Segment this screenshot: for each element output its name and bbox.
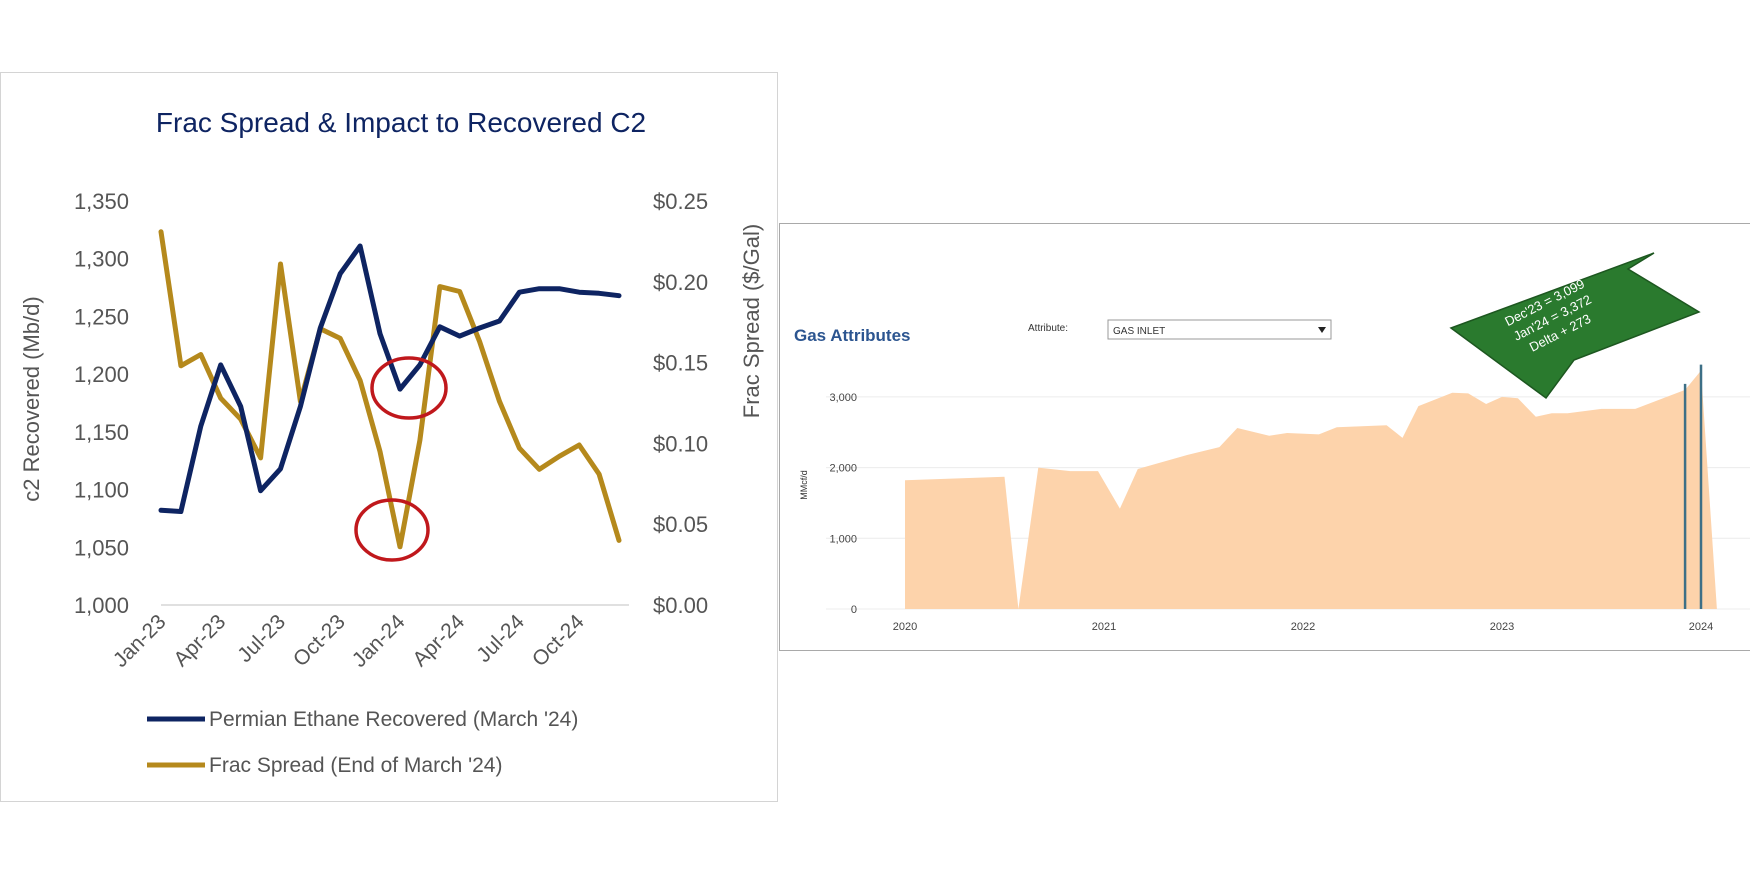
x-tick-label: 2020 xyxy=(893,621,917,633)
y-left-axis-label: c2 Recovered (Mb/d) xyxy=(19,296,44,501)
gas-attributes-chart: Gas Attributes Attribute: GAS INLET MMcf… xyxy=(794,252,1750,633)
x-tick-label: 2022 xyxy=(1291,621,1315,633)
y-left-tick-label: 1,200 xyxy=(74,362,129,387)
gas-attributes-title: Gas Attributes xyxy=(794,326,911,345)
x-tick-label: Jan-24 xyxy=(348,610,410,672)
y-left-tick-label: 1,100 xyxy=(74,478,129,503)
gas-inlet-area xyxy=(905,370,1717,609)
gas-attributes-panel: Gas Attributes Attribute: GAS INLET MMcf… xyxy=(779,223,1750,651)
y-right-tick-label: $0.10 xyxy=(653,431,708,456)
y-left-tick-label: 1,050 xyxy=(74,535,129,560)
annotation-circle-spread xyxy=(354,498,430,562)
chevron-down-icon xyxy=(1318,327,1326,333)
delta-callout: Dec'23 = 3,099 Jan'24 = 3,372 Delta + 27… xyxy=(1449,252,1701,400)
y-left-tick-label: 1,150 xyxy=(74,420,129,445)
x-ticks: 2020 2021 2022 2023 2024 xyxy=(893,621,1713,633)
x-tick-label: 2023 xyxy=(1490,621,1514,633)
y-left-tick-label: 1,350 xyxy=(74,189,129,214)
x-tick-label: 2024 xyxy=(1689,621,1713,633)
legend-label-spread: Frac Spread (End of March '24) xyxy=(209,754,502,777)
recovered-series-line xyxy=(158,243,622,514)
y-right-tick-label: $0.25 xyxy=(653,189,708,214)
y-left-ticks: 1,000 1,050 1,100 1,150 1,200 1,250 1,300 1,350 xyxy=(74,189,129,618)
y-left-tick-label: 1,250 xyxy=(74,304,129,329)
y-ticks: 0 1,000 2,000 3,000 xyxy=(829,392,857,616)
attribute-select-value: GAS INLET xyxy=(1113,326,1165,337)
y-tick-label: 3,000 xyxy=(829,392,857,404)
y-tick-label: 0 xyxy=(851,604,857,616)
callout-arrow xyxy=(1449,252,1701,400)
legend: Permian Ethane Recovered (March '24) Fra… xyxy=(147,708,578,777)
attribute-select[interactable]: GAS INLET xyxy=(1107,319,1332,340)
y-left-tick-label: 1,300 xyxy=(74,247,129,272)
frac-spread-panel: Frac Spread & Impact to Recovered C2 c2 … xyxy=(0,72,778,802)
x-tick-label: Jan-23 xyxy=(109,610,171,672)
x-tick-label: 2021 xyxy=(1092,621,1116,633)
y-right-ticks: $0.00 $0.05 $0.10 $0.15 $0.20 $0.25 xyxy=(653,189,708,618)
y-right-tick-label: $0.00 xyxy=(653,593,708,618)
legend-label-recovered: Permian Ethane Recovered (March '24) xyxy=(209,708,578,731)
x-tick-label: Apr-23 xyxy=(169,610,230,671)
y-tick-label: 2,000 xyxy=(829,463,857,475)
y-left-tick-label: 1,000 xyxy=(74,593,129,618)
annotation-circle-recovered xyxy=(370,356,448,420)
x-tick-label: Apr-24 xyxy=(408,610,469,671)
y-right-tick-label: $0.15 xyxy=(653,351,708,376)
y-right-axis-label: Frac Spread ($/Gal) xyxy=(739,224,764,418)
y-axis-label: MMcf/d xyxy=(799,470,809,500)
x-tick-label: Oct-24 xyxy=(528,610,589,671)
x-tick-label: Jul-24 xyxy=(472,610,529,667)
x-tick-label: Jul-23 xyxy=(233,610,290,667)
x-tick-label: Oct-23 xyxy=(289,610,350,671)
y-right-tick-label: $0.05 xyxy=(653,512,708,537)
y-tick-label: 1,000 xyxy=(829,533,857,545)
y-right-tick-label: $0.20 xyxy=(653,270,708,295)
attribute-label: Attribute: xyxy=(1028,323,1068,334)
frac-spread-chart: Frac Spread & Impact to Recovered C2 c2 … xyxy=(19,107,764,777)
chart-title: Frac Spread & Impact to Recovered C2 xyxy=(156,107,646,138)
